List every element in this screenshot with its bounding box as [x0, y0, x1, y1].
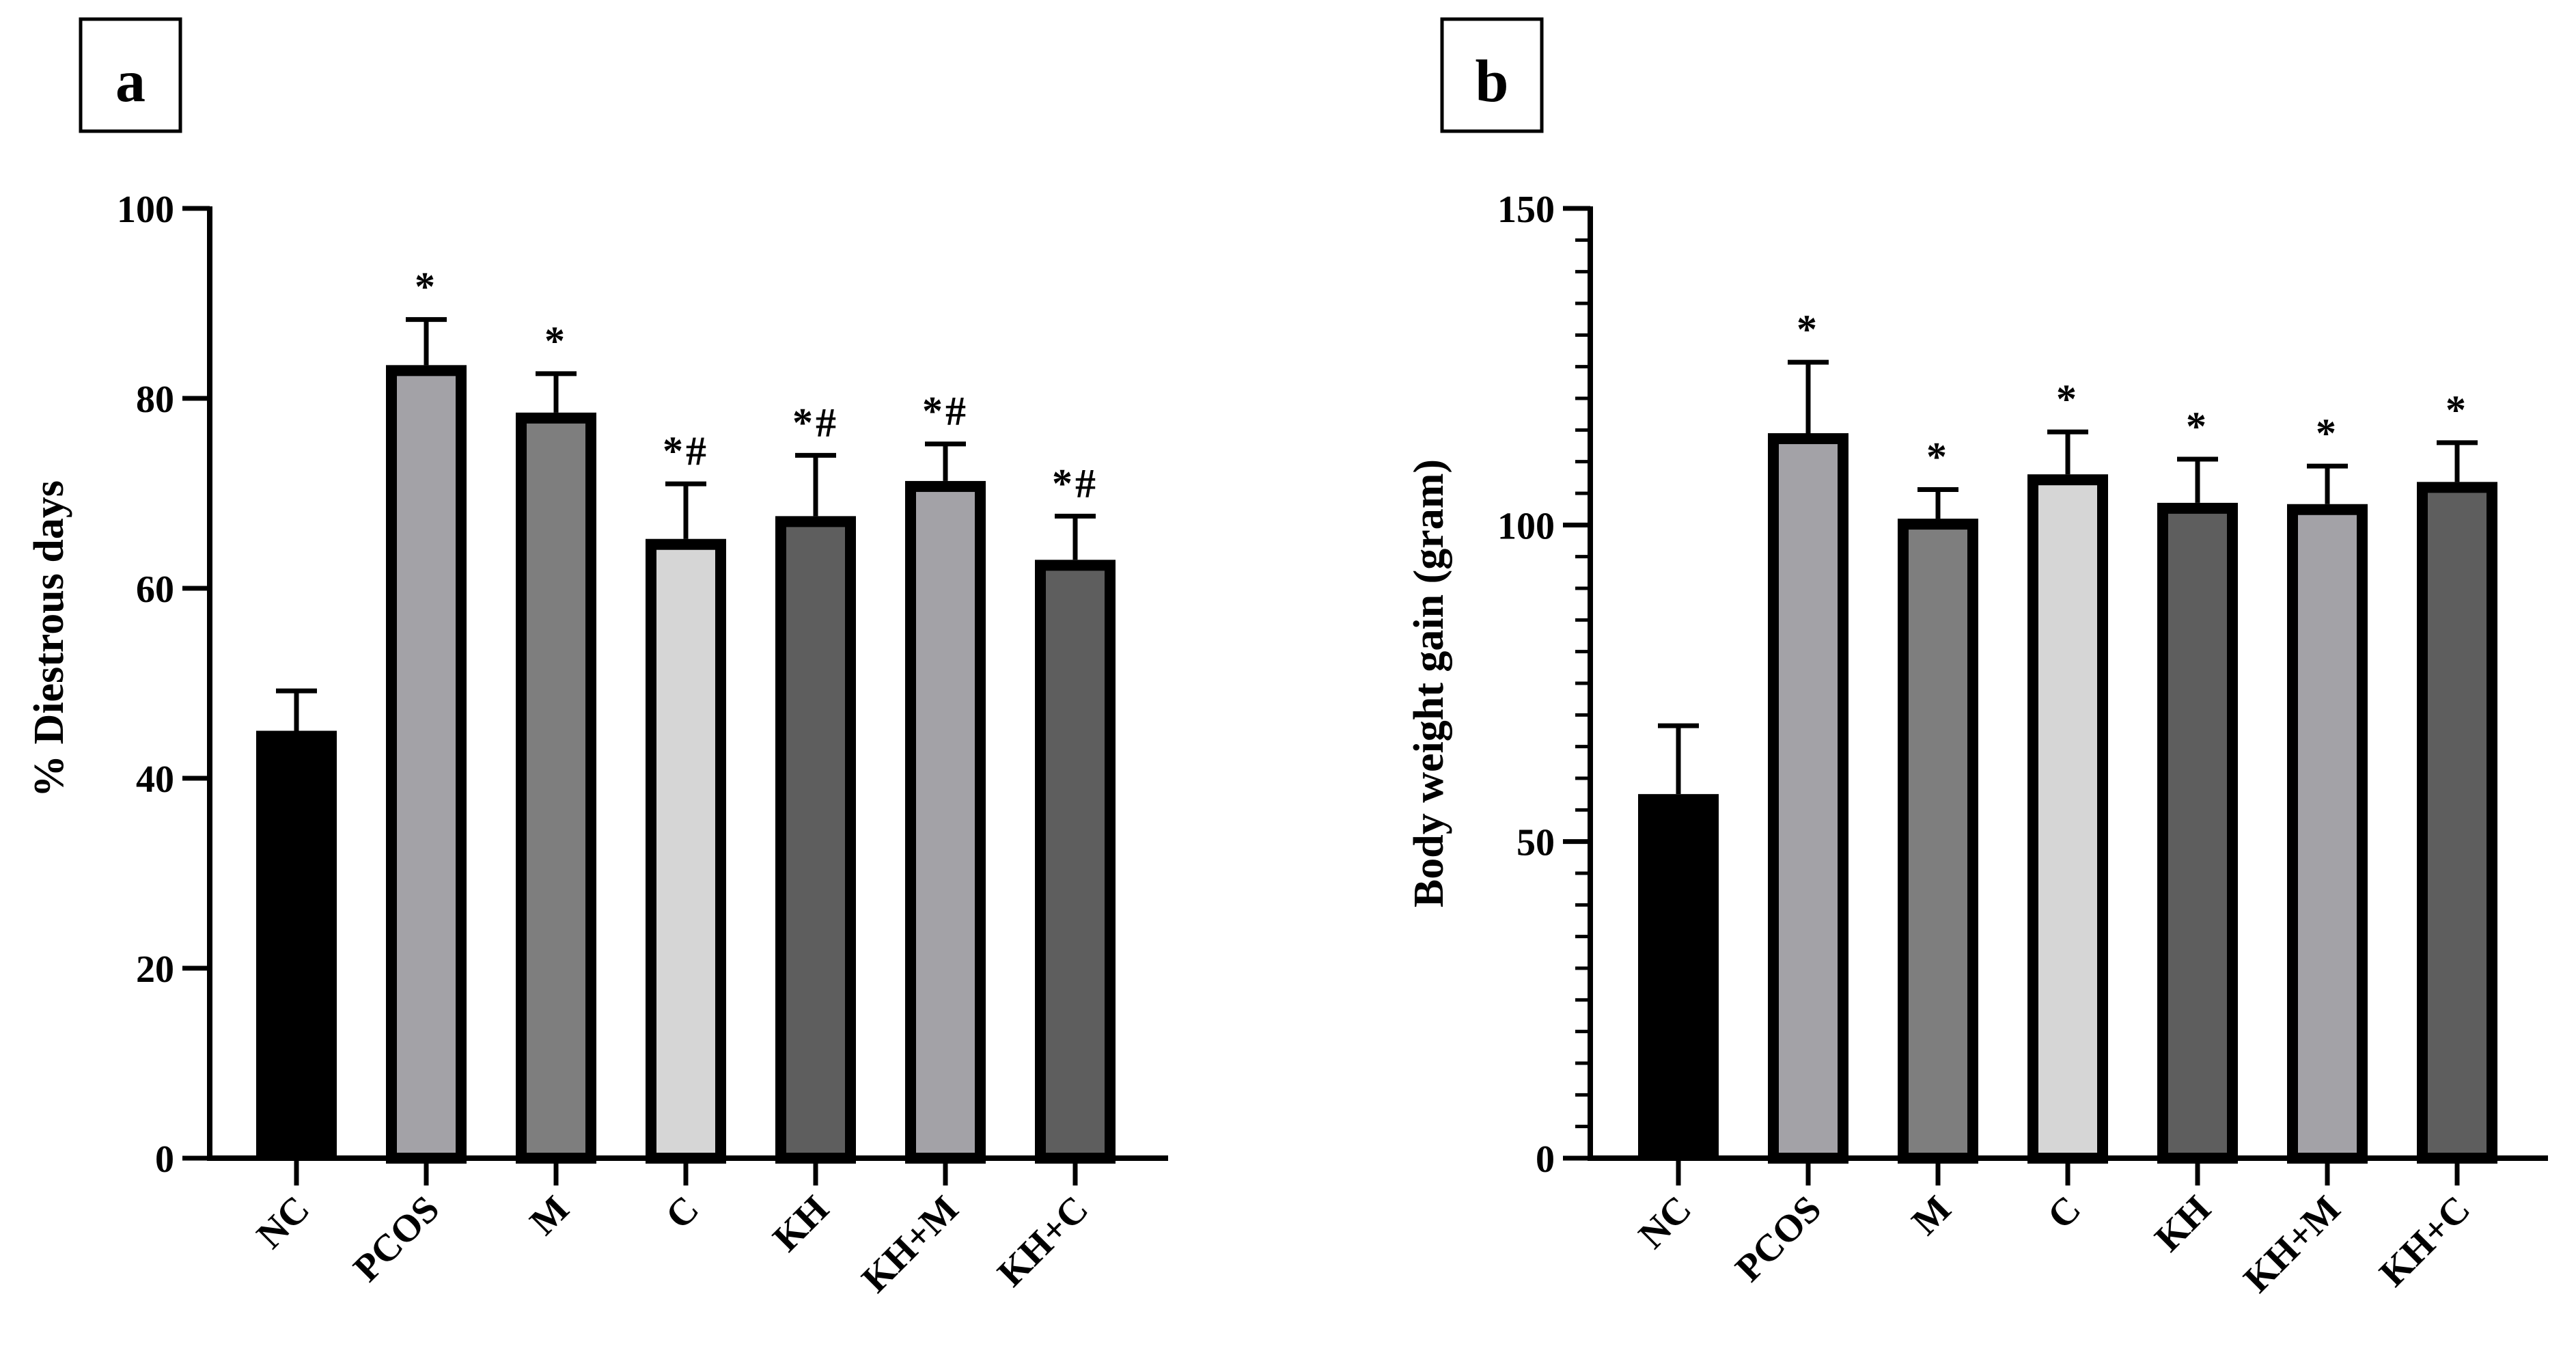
panel-a-bar-kh — [775, 516, 856, 1164]
panel-a-y-tick-label: 60 — [136, 568, 174, 611]
panel-b-bar-kh-c — [2417, 482, 2497, 1164]
panel-b-bar-nc — [1638, 794, 1719, 1158]
panel-a-significance-kh: *# — [792, 400, 839, 445]
panel-a-significance-m: * — [544, 318, 568, 364]
panel-b: b Body weight gain (gram) 050100150NC*PC… — [1406, 17, 2548, 1301]
panel-a-y-tick-label: 80 — [136, 379, 174, 421]
panel-a-bar-m — [516, 412, 596, 1164]
panel-a-significance-kh-m: *# — [922, 389, 969, 434]
panel-b-significance-kh: * — [2186, 404, 2209, 449]
panel-b-bar-c — [2027, 474, 2108, 1164]
panel-b-y-tick-label: 100 — [1497, 505, 1555, 547]
panel-b-y-tick-label: 0 — [1536, 1138, 1555, 1181]
panel-a-bar-nc — [256, 730, 337, 1158]
panel-a-y-tick-label: 100 — [117, 189, 174, 231]
panel-a-y-tick-label: 40 — [136, 758, 174, 801]
panel-a: a % Diestrous days 020406080100NC*PCOS*M… — [26, 17, 1168, 1301]
panel-b-y-axis-title: Body weight gain (gram) — [1406, 459, 1452, 907]
panel-a-y-tick-label: 20 — [136, 948, 174, 991]
panel-a-label-box — [79, 17, 182, 133]
panel-a-bar-kh-m — [905, 480, 986, 1164]
panel-b-bar-kh — [2157, 502, 2238, 1164]
panel-a-y-tick-label: 0 — [155, 1138, 174, 1181]
panel-a-label: a — [115, 49, 146, 115]
panel-a-significance-kh-c: *# — [1052, 461, 1098, 506]
panel-a-significance-pcos: * — [415, 264, 438, 310]
panel-a-significance-c: *# — [663, 428, 709, 474]
panel-b-y-tick-label: 50 — [1516, 822, 1555, 864]
panel-b-significance-kh-c: * — [2446, 387, 2469, 433]
panel-b-bar-m — [1898, 519, 1978, 1164]
panel-b-significance-m: * — [1926, 434, 1950, 479]
panel-a-bar-c — [646, 538, 726, 1164]
panel-a-bar-pcos — [386, 365, 467, 1164]
panel-b-significance-kh-m: * — [2316, 411, 2339, 456]
panel-b-label: b — [1476, 49, 1509, 115]
panel-b-bar-kh-m — [2287, 504, 2368, 1164]
panel-b-significance-c: * — [2056, 376, 2079, 422]
panel-a-bar-kh-c — [1035, 560, 1116, 1164]
panel-b-label-box — [1440, 17, 1544, 133]
panel-b-y-tick-label: 150 — [1497, 189, 1555, 231]
panel-b-significance-pcos: * — [1797, 307, 1820, 352]
panel-b-bar-pcos — [1768, 433, 1848, 1164]
panel-a-y-axis-title: % Diestrous days — [26, 480, 72, 797]
